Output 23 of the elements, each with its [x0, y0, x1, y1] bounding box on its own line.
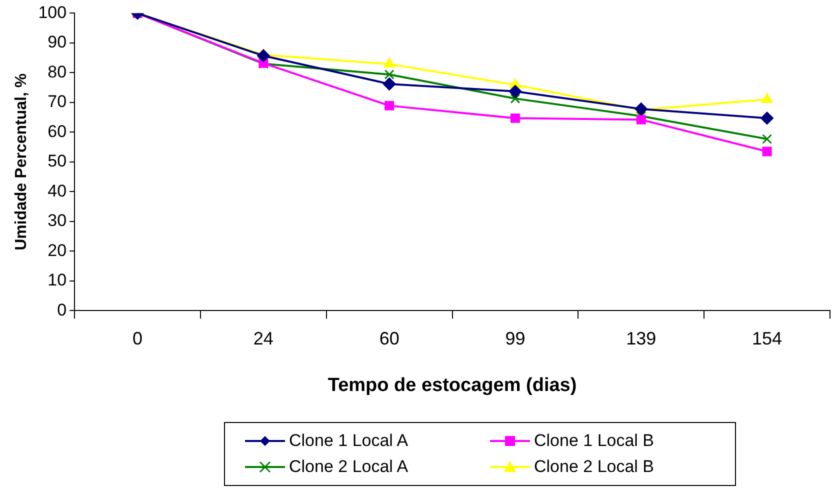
y-tick-label: 40 — [48, 181, 67, 200]
legend-label: Clone 1 Local B — [534, 431, 654, 451]
x-tick-label: 0 — [132, 328, 143, 348]
x-tick-label: 24 — [253, 328, 274, 348]
y-axis-title: Umidade Percentual, % — [13, 73, 30, 250]
y-tick-label: 60 — [48, 122, 67, 141]
y-tick-label: 70 — [48, 92, 67, 112]
x-tick-label: 154 — [752, 328, 782, 348]
x-tick-label: 60 — [379, 328, 400, 348]
y-tick-label: 0 — [57, 300, 67, 320]
x-tick-label: 99 — [505, 328, 526, 348]
x-axis-title: Tempo de estocagem (dias) — [328, 374, 577, 396]
x-tick-label: 139 — [626, 328, 656, 348]
y-tick-label: 30 — [48, 211, 67, 230]
y-tick-label: 100 — [38, 2, 67, 22]
legend-label: Clone 2 Local A — [289, 457, 408, 477]
y-tick-label: 80 — [48, 62, 67, 82]
legend-label: Clone 2 Local B — [534, 457, 654, 477]
y-tick-label: 10 — [48, 270, 67, 290]
legend-label: Clone 1 Local A — [289, 431, 408, 451]
y-tick-label: 50 — [48, 152, 67, 171]
y-tick-label: 20 — [48, 240, 67, 260]
y-tick-label: 90 — [48, 32, 67, 52]
